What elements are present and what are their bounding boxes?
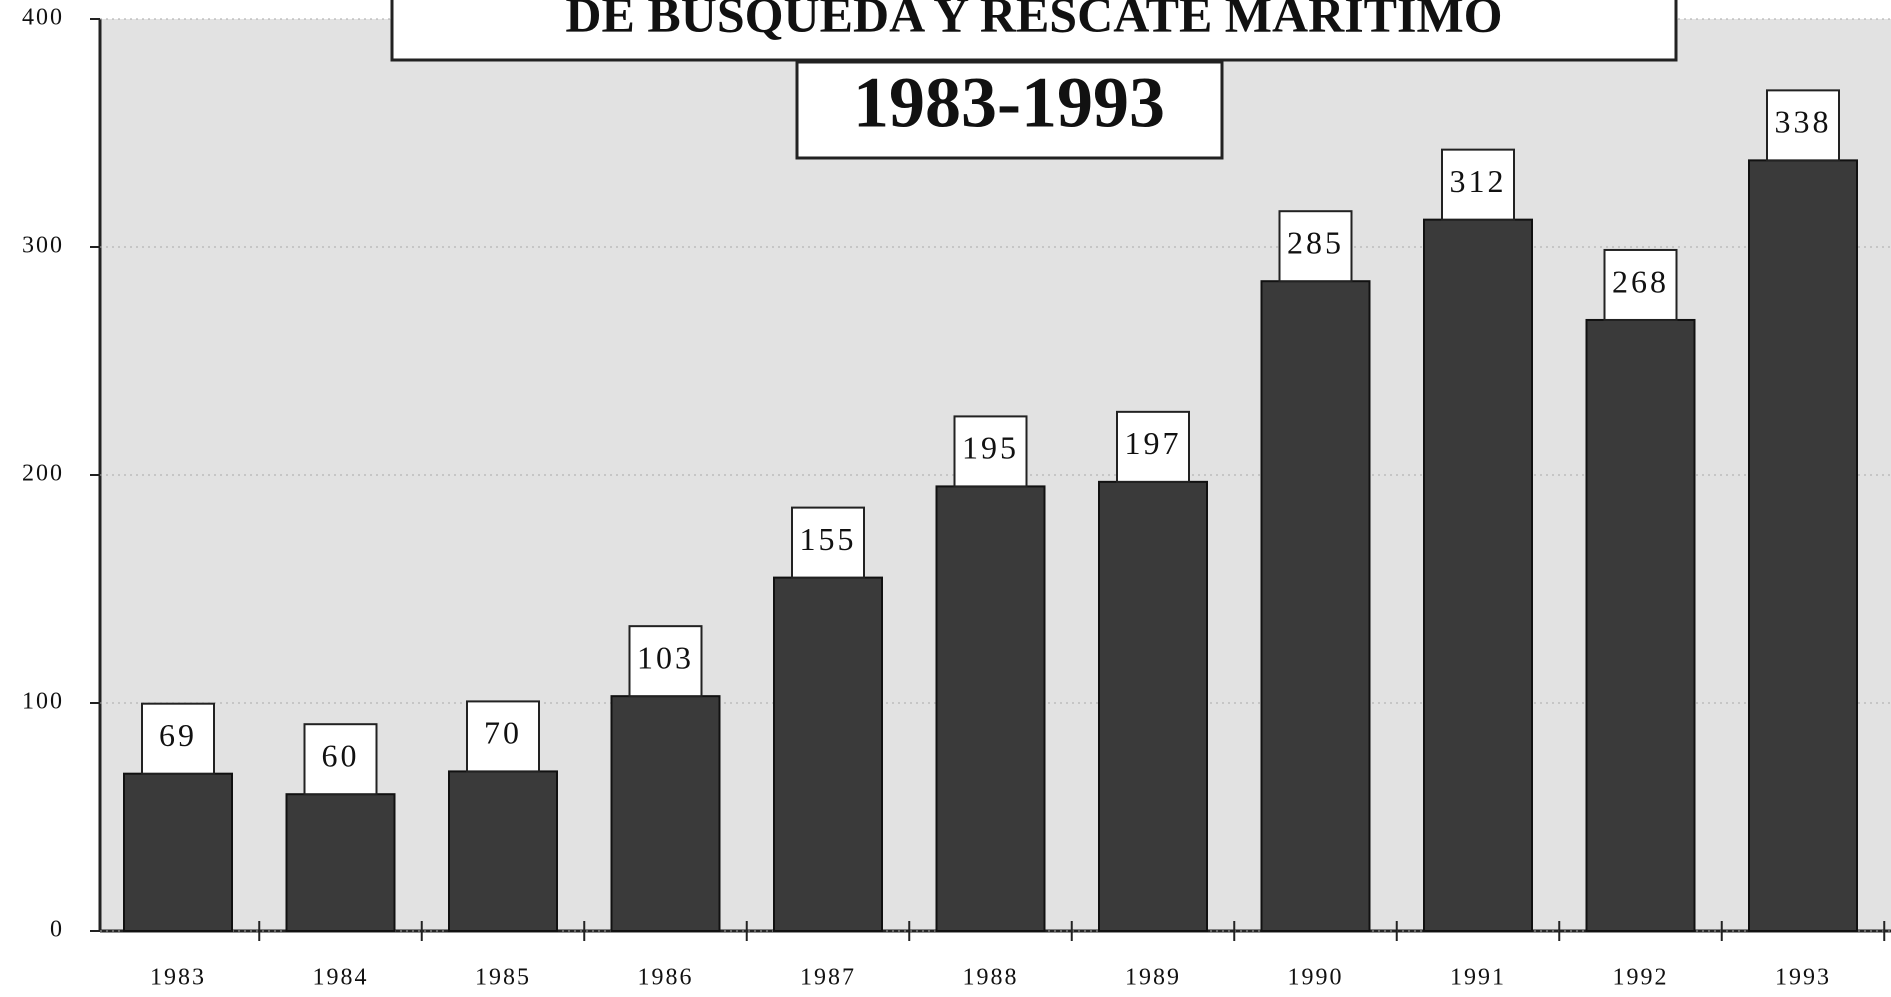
bar <box>935 485 1046 932</box>
bar <box>123 772 233 932</box>
bar <box>285 793 396 933</box>
y-tick-label: 200 <box>22 461 64 487</box>
title-box <box>390 0 1678 62</box>
value-label-box <box>303 723 378 796</box>
bar <box>1098 480 1208 932</box>
x-tick-label: 1985 <box>475 965 531 991</box>
chart-title: DE BUSQUEDA Y RESCATE MARITIMO <box>565 0 1502 42</box>
x-tick-label: 1986 <box>638 965 694 991</box>
x-tick-label: 1984 <box>313 965 369 991</box>
value-label: 285 <box>1287 225 1344 261</box>
x-tick-label: 1989 <box>1125 965 1181 991</box>
x-tick-label: 1991 <box>1450 965 1506 991</box>
y-tick-label: 400 <box>22 5 64 31</box>
value-label-box <box>1766 89 1840 162</box>
marks: 0 100 200 300 400 1983 69 1984 60 1985 70 1986 103 19… <box>22 5 1891 991</box>
value-label: 197 <box>1125 425 1182 461</box>
bar <box>448 770 558 933</box>
subtitle-box <box>795 60 1224 160</box>
value-label-box <box>1116 410 1190 483</box>
value-label: 268 <box>1612 263 1669 299</box>
value-label: 70 <box>484 715 522 751</box>
bar <box>610 695 721 932</box>
chart-subtitle: 1983-1993 <box>853 63 1165 143</box>
y-tick-label: 300 <box>22 233 64 259</box>
value-label: 312 <box>1450 163 1507 199</box>
x-tick-label: 1988 <box>963 965 1019 991</box>
value-label: 195 <box>962 430 1019 466</box>
x-tick-label: 1987 <box>800 965 856 991</box>
value-label: 69 <box>159 717 197 753</box>
y-tick-label: 100 <box>22 689 64 715</box>
x-tick-label: 1990 <box>1288 965 1344 991</box>
bar <box>1748 159 1858 933</box>
bar <box>1423 218 1533 932</box>
value-label-box <box>953 415 1028 488</box>
value-label: 338 <box>1775 104 1832 140</box>
value-label-box <box>1603 248 1678 321</box>
bar <box>773 576 883 932</box>
value-label: 60 <box>322 738 360 774</box>
x-tick-label: 1993 <box>1775 965 1831 991</box>
value-label-box <box>466 700 540 773</box>
value-label-box <box>1278 210 1353 283</box>
y-tick-label: 0 <box>50 917 64 943</box>
x-tick-label: 1983 <box>150 965 206 991</box>
bar <box>1260 280 1371 932</box>
value-label: 103 <box>637 640 694 676</box>
value-label-box <box>141 702 215 775</box>
x-tick-label: 1992 <box>1613 965 1669 991</box>
value-label-box <box>1441 148 1515 221</box>
value-label-box <box>628 625 703 698</box>
value-label-box <box>791 506 865 579</box>
bar <box>1585 318 1696 932</box>
value-label: 155 <box>800 521 857 557</box>
